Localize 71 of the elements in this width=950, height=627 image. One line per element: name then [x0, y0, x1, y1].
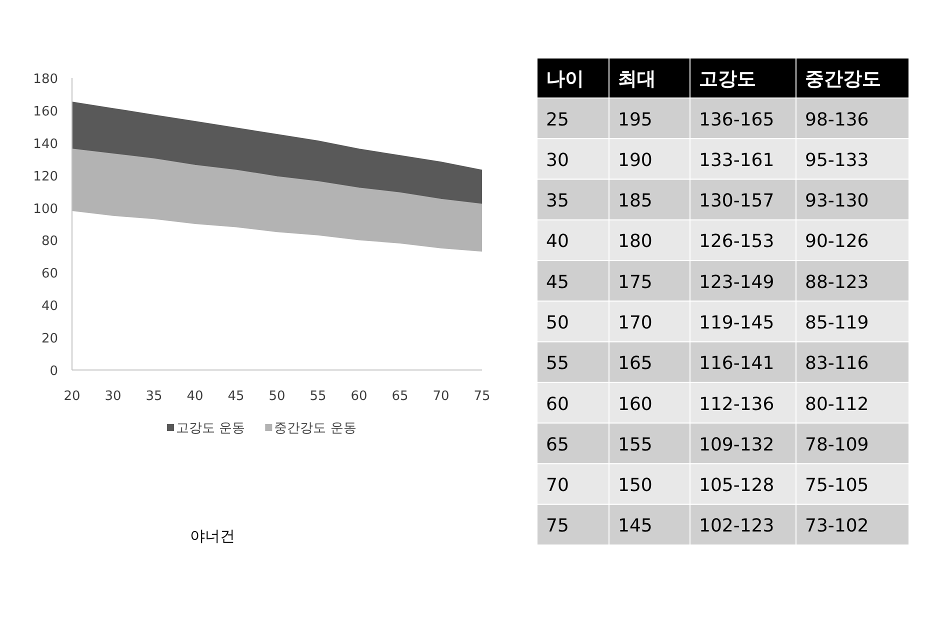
legend-label: 고강도 운동: [176, 421, 246, 436]
text: 105-128: [699, 475, 774, 496]
x-tick-label: 최대: [618, 68, 656, 90]
y-tick-label: 20: [41, 332, 58, 347]
x-tick-label: 55: [310, 389, 326, 404]
text: 175: [618, 272, 652, 293]
y-tick-label: 0: [50, 364, 58, 379]
y-tick-label: 140: [33, 136, 58, 152]
text: 165: [618, 353, 652, 374]
text: 123-149: [699, 272, 774, 293]
text: 160: [618, 394, 652, 415]
text: 126-153: [699, 231, 774, 252]
y-tick-label: 40: [41, 299, 58, 314]
y-axis-title: 나이: [546, 68, 584, 90]
x-tick-label: 고강도: [699, 68, 756, 90]
text: 야너건: [190, 527, 235, 545]
x-tick-label: 60: [350, 389, 368, 404]
text: 90-126: [805, 231, 869, 252]
text: 116-141: [699, 353, 774, 374]
y-tick-label: 160: [33, 104, 58, 120]
text: 190: [618, 150, 652, 171]
text: 78-109: [805, 434, 869, 456]
y-tick-label: 70: [546, 475, 569, 496]
x-tick-label: 70: [432, 389, 450, 404]
text: 150: [618, 475, 652, 496]
y-tick-label: 100: [33, 202, 58, 217]
text: 102-123: [699, 516, 774, 537]
text: 85-119: [805, 312, 869, 334]
text: 133-161: [699, 150, 774, 171]
text: 75-105: [805, 475, 869, 496]
y-tick-label: 55: [546, 353, 569, 374]
x-tick-label: 30: [104, 389, 122, 404]
x-tick-label: 중간강도: [805, 68, 881, 90]
y-tick-label: 180: [33, 72, 58, 87]
x-tick-label: 50: [268, 389, 286, 404]
text: 119-145: [699, 312, 774, 334]
y-tick-label: 80: [41, 234, 58, 250]
y-tick-label: 25: [546, 109, 569, 130]
y-tick-label: 40: [546, 231, 569, 252]
x-tick-label: 40: [186, 389, 204, 404]
y-tick-label: 75: [546, 516, 569, 537]
text: 80-112: [805, 394, 869, 415]
text: 83-116: [805, 353, 869, 374]
x-tick-label: 20: [64, 389, 80, 404]
text: 109-132: [699, 434, 774, 456]
x-tick-label: 45: [228, 389, 244, 404]
text: 155: [618, 434, 652, 456]
y-tick-label: 65: [546, 434, 569, 456]
y-tick-label: 50: [546, 312, 569, 334]
y-tick-label: 30: [546, 150, 569, 171]
text: 145: [618, 516, 652, 537]
y-tick-label: 35: [546, 190, 569, 212]
text: 136-165: [699, 109, 774, 130]
x-tick-label: 75: [474, 389, 490, 404]
text: 112-136: [699, 394, 774, 415]
text: 195: [618, 109, 652, 130]
text: 88-123: [805, 272, 869, 293]
y-tick-label: 120: [33, 169, 58, 184]
text: 185: [618, 190, 652, 212]
text: 95-133: [805, 150, 869, 171]
text: 93-130: [805, 190, 869, 212]
legend-label: 중간강도 운동: [274, 421, 356, 436]
text: 73-102: [805, 516, 869, 537]
text: 98-136: [805, 109, 869, 130]
text: 170: [618, 312, 652, 334]
x-tick-label: 35: [146, 389, 162, 404]
text: 130-157: [699, 190, 774, 212]
y-tick-label: 60: [41, 266, 58, 282]
y-tick-label: 45: [546, 272, 569, 293]
text: 180: [618, 231, 652, 252]
x-tick-label: 65: [392, 389, 408, 404]
